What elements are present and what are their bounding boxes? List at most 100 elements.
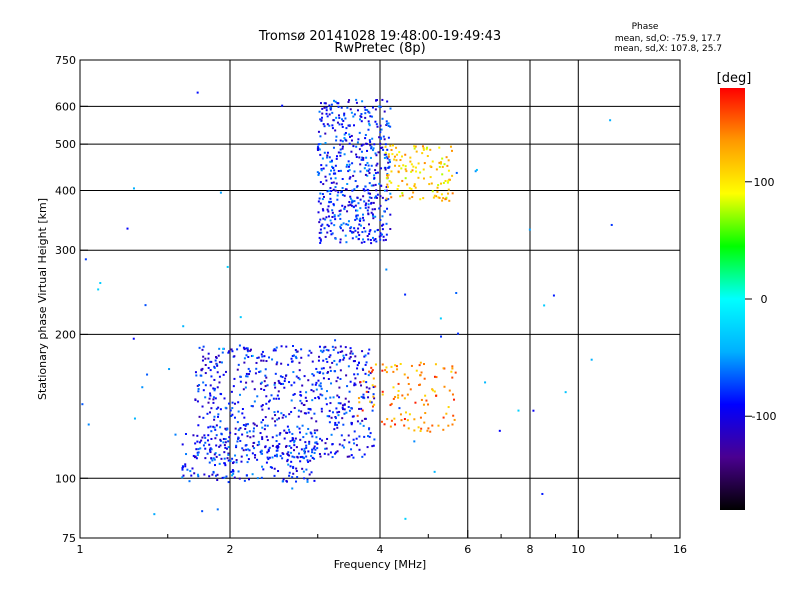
data-point	[371, 384, 374, 387]
x-tick-label: 8	[527, 543, 534, 556]
data-point	[293, 441, 296, 444]
data-point	[448, 178, 451, 181]
data-point	[278, 381, 281, 384]
data-point	[328, 215, 331, 218]
data-point	[365, 386, 368, 389]
data-point	[319, 437, 322, 440]
data-point	[181, 467, 184, 470]
data-point	[429, 176, 432, 179]
data-point	[371, 149, 374, 152]
data-point	[388, 160, 391, 163]
data-point	[334, 186, 337, 189]
data-point	[385, 186, 388, 189]
data-point	[291, 345, 294, 348]
data-point	[354, 355, 357, 358]
data-point	[331, 345, 334, 348]
data-point	[312, 447, 315, 450]
data-point	[287, 428, 290, 431]
data-point	[345, 374, 348, 377]
data-point	[296, 350, 299, 353]
data-point	[213, 389, 216, 392]
data-point	[419, 430, 422, 433]
data-point	[257, 356, 260, 359]
data-point	[347, 101, 350, 104]
data-point	[343, 356, 346, 359]
data-point	[262, 468, 265, 471]
data-point	[474, 170, 477, 173]
data-point	[273, 381, 276, 384]
data-point	[275, 453, 278, 456]
data-point	[328, 189, 331, 192]
data-point	[399, 413, 402, 416]
data-point	[269, 399, 272, 402]
data-point	[208, 443, 211, 446]
data-point	[293, 449, 296, 452]
data-point	[357, 227, 360, 230]
data-point	[350, 231, 353, 234]
data-point	[400, 419, 403, 422]
data-point	[332, 348, 335, 351]
data-point	[339, 241, 342, 244]
data-point	[214, 428, 217, 431]
data-point	[208, 411, 211, 414]
data-point	[450, 149, 453, 152]
data-point	[298, 369, 301, 372]
data-point	[364, 173, 367, 176]
data-point	[293, 456, 296, 459]
data-point	[395, 365, 398, 368]
data-point	[272, 397, 275, 400]
data-point	[223, 397, 226, 400]
data-point	[397, 382, 400, 385]
data-point	[440, 193, 443, 196]
data-point	[387, 185, 390, 188]
data-point	[414, 166, 417, 169]
data-point	[219, 444, 222, 447]
data-point	[310, 471, 313, 474]
data-point	[261, 408, 264, 411]
data-point	[277, 470, 280, 473]
data-point	[364, 206, 367, 209]
chart-subtitle: RwPretec (8p)	[334, 41, 425, 56]
data-point	[406, 419, 409, 422]
data-point	[197, 390, 200, 393]
data-point	[338, 360, 341, 363]
data-point	[344, 397, 347, 400]
data-point	[222, 347, 225, 350]
data-point	[357, 231, 360, 234]
data-point	[234, 454, 237, 457]
data-point	[235, 461, 238, 464]
data-point	[192, 434, 195, 437]
data-point	[359, 381, 362, 384]
data-point	[323, 125, 326, 128]
data-point	[347, 165, 350, 168]
data-point	[383, 138, 386, 141]
data-point	[339, 359, 342, 362]
data-point	[276, 455, 279, 458]
data-point	[350, 134, 353, 137]
data-point	[341, 145, 344, 148]
data-point	[260, 353, 263, 356]
data-point	[303, 412, 306, 415]
data-point	[277, 445, 280, 448]
data-point	[337, 214, 340, 217]
data-point	[283, 386, 286, 389]
data-point	[224, 427, 227, 430]
data-point	[358, 148, 361, 151]
data-point	[321, 112, 324, 115]
data-point	[371, 236, 374, 239]
data-point	[243, 357, 246, 360]
data-point	[451, 367, 454, 370]
data-point	[356, 367, 359, 370]
data-point	[372, 444, 375, 447]
data-point	[274, 372, 277, 375]
data-point	[334, 189, 337, 192]
data-point	[199, 447, 202, 450]
data-point	[349, 352, 352, 355]
data-point	[364, 204, 367, 207]
data-point	[259, 432, 262, 435]
data-point	[363, 355, 366, 358]
data-point	[407, 382, 410, 385]
data-point	[87, 423, 90, 426]
data-point	[385, 366, 388, 369]
data-point	[394, 164, 397, 167]
